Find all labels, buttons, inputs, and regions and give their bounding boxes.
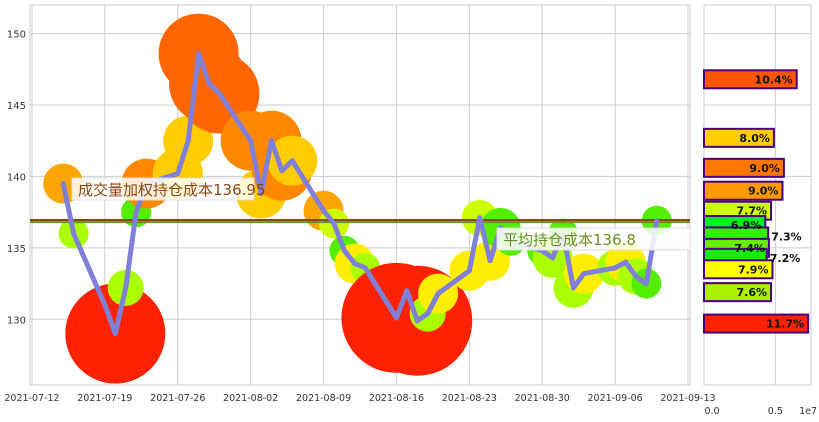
price-point (404, 288, 410, 294)
price-point (216, 91, 222, 97)
y-tick-label: 135 (7, 244, 26, 255)
x-tick-label: 2021-07-12 (4, 393, 59, 404)
volume-bar (703, 127, 775, 148)
reference-label-box (496, 227, 690, 251)
x-tick-label: 2021-08-02 (223, 393, 278, 404)
bar-value-label: 8.0% (739, 132, 770, 145)
bar-value-label: 11.7% (766, 318, 804, 331)
bar-value-label: 10.4% (755, 73, 793, 86)
price-point (248, 138, 254, 144)
price-point (279, 168, 285, 174)
price-point (643, 281, 649, 287)
price-point (331, 221, 337, 227)
x-tick-label: 2021-08-16 (369, 393, 424, 404)
price-point (102, 302, 108, 308)
price-point (435, 291, 441, 297)
x-tick-label: 2021-08-30 (515, 393, 570, 404)
price-point (654, 218, 660, 224)
price-point (289, 158, 295, 164)
price-point (112, 331, 118, 337)
reference-line-label: 成交量加权持仓成本136.95 (78, 181, 266, 199)
price-point (623, 259, 629, 265)
x-tick-label: 2021-09-13 (660, 393, 715, 404)
price-point (581, 271, 587, 277)
x-tick-label: 2021-07-19 (77, 393, 132, 404)
bar-value-label: 6.9% (731, 219, 762, 232)
bar-value-label: 7.4% (734, 242, 765, 255)
price-point (362, 265, 368, 271)
price-point (570, 285, 576, 291)
price-point (123, 285, 129, 291)
bar-value-label: 9.0% (748, 185, 779, 198)
price-point (185, 138, 191, 144)
price-point (352, 261, 358, 267)
volume-bar (703, 259, 774, 280)
volume-bar (703, 157, 785, 178)
bar-x-tick-label: 0.5 (768, 406, 783, 417)
price-point (321, 208, 327, 214)
price-point (425, 311, 431, 317)
price-point (550, 255, 556, 261)
bar-x-tick-label: 0.0 (704, 406, 719, 417)
bar-value-label: 7.7% (737, 205, 768, 218)
price-point (196, 51, 202, 57)
price-point (633, 273, 639, 279)
price-point (175, 171, 181, 177)
x-tick-label: 2021-08-23 (442, 393, 497, 404)
x-tick-label: 2021-09-06 (588, 393, 643, 404)
bar-value-label: 7.6% (737, 286, 768, 299)
y-tick-label: 150 (7, 30, 26, 41)
bar-value-label: 7.2% (770, 252, 801, 265)
price-point (268, 138, 274, 144)
price-point (258, 191, 264, 197)
bar-value-label: 7.9% (738, 263, 769, 276)
price-point (466, 268, 472, 274)
price-point (393, 315, 399, 321)
volume-bar (703, 180, 784, 201)
reference-label-box (71, 177, 255, 201)
y-tick-label: 140 (7, 172, 26, 183)
y-tick-label: 145 (7, 101, 26, 112)
volume-bar (703, 313, 810, 334)
volume-bar (703, 69, 798, 90)
bar-value-label: 9.0% (749, 162, 780, 175)
x-tick-label: 2021-07-26 (150, 393, 205, 404)
price-point (477, 215, 483, 221)
x-tick-label: 2021-08-09 (296, 393, 351, 404)
price-point (341, 248, 347, 254)
price-point (71, 231, 77, 237)
plot-layer: 成交量加权持仓成本136.95 平均持仓成本136.8 (30, 13, 690, 384)
price-point (414, 318, 420, 324)
price-point (60, 181, 66, 187)
reference-line-label: 平均持仓成本136.8 (503, 231, 636, 249)
y-tick-label: 130 (7, 315, 26, 326)
price-point (487, 258, 493, 264)
bar-axis-offset-label: 1e7 (799, 406, 817, 417)
price-point (612, 265, 618, 271)
price-point (206, 81, 212, 87)
price-point (133, 209, 139, 215)
volume-bar (703, 282, 773, 303)
bar-value-label: 7.3% (771, 230, 802, 243)
